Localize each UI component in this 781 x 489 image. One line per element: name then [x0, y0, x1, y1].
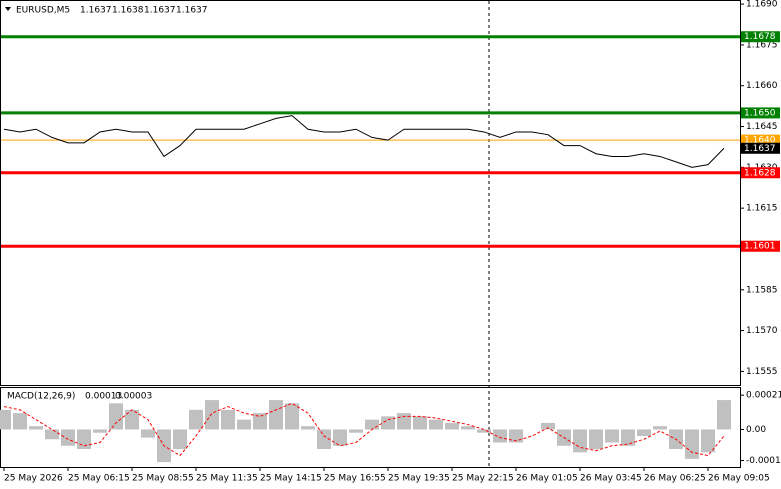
macd-bar [365, 419, 379, 430]
ohlc: 1.1638 [112, 6, 144, 16]
macd-bar [573, 429, 587, 453]
macd-bar [349, 429, 363, 433]
macd-bar [701, 429, 715, 453]
macd-bar [477, 429, 491, 433]
macd-bar [0, 409, 11, 430]
macd-bar [493, 429, 507, 443]
level-label: 1.1640 [744, 136, 776, 146]
macd-bar [61, 429, 75, 446]
x-tick-label: 26 May 09:05 [708, 474, 770, 484]
macd-bar [317, 429, 331, 450]
macd-bar [29, 426, 43, 430]
main-pane [0, 0, 741, 386]
macd-bar [429, 419, 443, 430]
x-tick-label: 26 May 03:45 [580, 474, 642, 484]
macd-bar [189, 409, 203, 430]
macd-title: MACD(12,26,9) [7, 392, 75, 402]
macd-bar [93, 429, 107, 433]
level-tag [741, 107, 780, 119]
x-tick-label: 25 May 14:15 [260, 474, 322, 484]
macd-bar [637, 429, 651, 436]
macd-bar [717, 400, 731, 430]
x-tick-label: 26 May 01:05 [516, 474, 578, 484]
macd-bar [237, 419, 251, 430]
y-tick-label: 1.1690 [746, 0, 778, 10]
macd-bar [125, 409, 139, 430]
x-tick-label: 25 May 19:35 [388, 474, 450, 484]
x-tick-label: 25 May 2026 [4, 474, 63, 484]
macd-readout: 0.00013 [85, 392, 122, 402]
ohlc: 1.1637 [144, 6, 176, 16]
macd-bar [605, 429, 619, 443]
y-tick-label: 1.1615 [746, 204, 778, 214]
macd-bar [301, 426, 315, 430]
level-label: 1.1650 [744, 108, 776, 118]
macd-bar [621, 429, 635, 446]
y-tick-label: 1.1645 [746, 122, 778, 132]
level-label: 1.1678 [744, 32, 776, 42]
macd-bar [253, 413, 267, 430]
macd-bar [45, 429, 59, 440]
macd-bar [269, 400, 283, 430]
macd-bar [397, 413, 411, 430]
x-tick-label: 25 May 08:55 [132, 474, 194, 484]
macd-bar [173, 429, 187, 450]
level-tag [741, 31, 780, 43]
y-tick-label: 1.1555 [746, 367, 778, 377]
macd-bar [413, 416, 427, 430]
price-line [3, 115, 725, 168]
x-tick-label: 25 May 06:15 [68, 474, 130, 484]
level-tag [741, 167, 780, 179]
level-label: 1.1637 [744, 144, 776, 154]
y-tick-label: 1.1585 [746, 285, 778, 295]
macd-bar [541, 422, 555, 430]
macd-bar [381, 416, 395, 430]
symbol-title: EURUSD,M5 [16, 6, 70, 16]
macd-bar [333, 429, 347, 446]
macd-bar [509, 429, 523, 443]
level-label: 1.1601 [744, 242, 776, 252]
menu-arrow [5, 7, 11, 11]
level-tag [741, 240, 780, 252]
macd-bar [109, 403, 123, 430]
macd-bar [445, 422, 459, 430]
y-tick-label: 1.1660 [746, 81, 778, 91]
macd-bar [589, 429, 603, 450]
macd-bar [13, 413, 27, 430]
macd-bar [461, 426, 475, 430]
macd-bar [77, 429, 91, 450]
level-tag [741, 134, 780, 146]
x-tick-label: 25 May 16:55 [324, 474, 386, 484]
macd-bar [685, 429, 699, 459]
y-tick-label: 1.1570 [746, 326, 778, 336]
signal-line [3, 402, 725, 457]
macd-bar [285, 403, 299, 430]
y-tick-label: 0.00 [746, 425, 766, 435]
level-tag [741, 142, 780, 154]
x-tick-label: 25 May 11:35 [196, 474, 258, 484]
macd-readout: 0.00003 [115, 392, 152, 402]
x-tick-label: 26 May 06:25 [644, 474, 706, 484]
level-label: 1.1628 [744, 168, 776, 178]
macd-bar [141, 429, 155, 438]
x-tick-label: 25 May 22:15 [452, 474, 514, 484]
macd-bar [205, 400, 219, 430]
ohlc: 1.1637 [80, 6, 112, 16]
y-tick-label: 1.1675 [746, 40, 778, 50]
y-tick-label: 0.00021 [746, 391, 781, 401]
ohlc: 1.1637 [176, 6, 208, 16]
y-tick-label: -0.00019 [746, 456, 781, 466]
macd-bar [221, 409, 235, 430]
macd-bar [653, 426, 667, 430]
